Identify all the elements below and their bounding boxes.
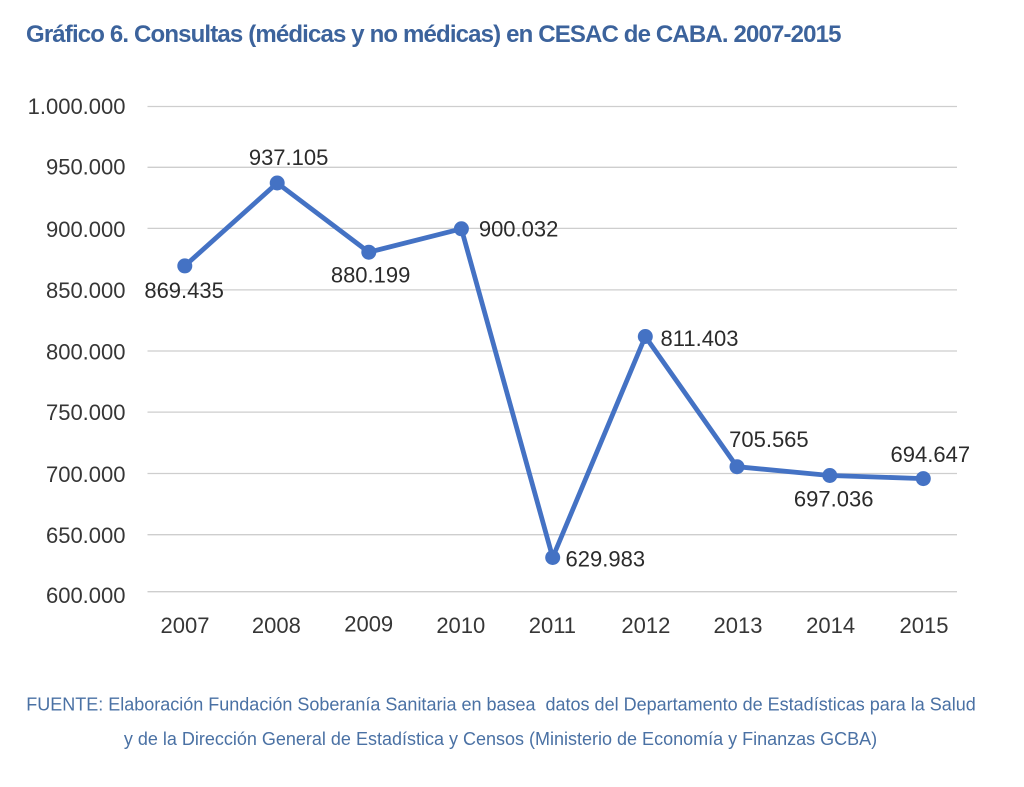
svg-text:2014: 2014 <box>806 613 855 638</box>
svg-text:950.000: 950.000 <box>46 155 126 180</box>
svg-text:2008: 2008 <box>252 613 301 638</box>
svg-text:FUENTE: Elaboración Fundación: FUENTE: Elaboración Fundación Soberanía … <box>26 695 976 715</box>
svg-text:880.199: 880.199 <box>331 263 411 288</box>
svg-text:750.000: 750.000 <box>46 400 126 425</box>
svg-text:811.403: 811.403 <box>661 326 739 351</box>
svg-text:705.565: 705.565 <box>729 427 809 452</box>
svg-text:600.000: 600.000 <box>46 583 126 608</box>
svg-text:700.000: 700.000 <box>46 462 126 487</box>
svg-text:937.105: 937.105 <box>249 145 329 170</box>
svg-text:850.000: 850.000 <box>46 278 126 303</box>
svg-text:2013: 2013 <box>714 613 763 638</box>
svg-text:2007: 2007 <box>161 613 210 638</box>
svg-text:869.435: 869.435 <box>144 278 224 303</box>
svg-text:650.000: 650.000 <box>46 523 126 548</box>
svg-text:800.000: 800.000 <box>46 339 126 364</box>
svg-text:900.000: 900.000 <box>46 217 126 242</box>
svg-text:697.036: 697.036 <box>794 487 874 512</box>
svg-text:629.983: 629.983 <box>566 547 646 572</box>
svg-text:694.647: 694.647 <box>891 442 971 467</box>
svg-text:2009: 2009 <box>344 612 393 637</box>
svg-text:1.000.000: 1.000.000 <box>28 94 126 119</box>
svg-text:900.032: 900.032 <box>479 216 559 241</box>
svg-text:2015: 2015 <box>900 613 949 638</box>
svg-text:Gráfico 6. Consultas (médicas: Gráfico 6. Consultas (médicas y no médic… <box>26 21 841 48</box>
svg-text:y de la Dirección General de E: y de la Dirección General de Estadística… <box>124 729 877 749</box>
svg-text:2010: 2010 <box>436 613 485 638</box>
svg-text:2012: 2012 <box>621 613 670 638</box>
svg-text:2011: 2011 <box>529 613 576 638</box>
